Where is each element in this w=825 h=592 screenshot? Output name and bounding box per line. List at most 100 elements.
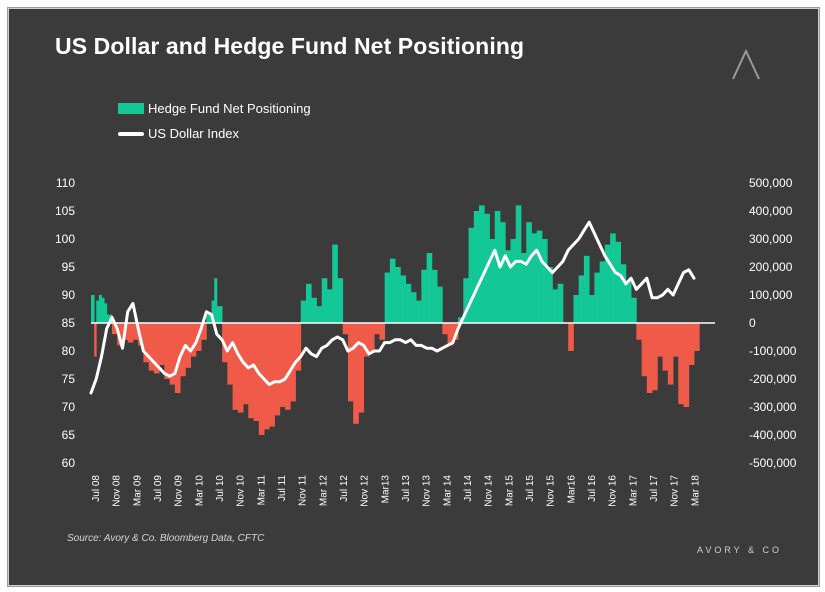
x-tick-label: Nov 14 <box>484 475 495 507</box>
x-tick-label: Mar 17 <box>628 475 639 507</box>
x-tick-label: Jul 13 <box>401 475 412 502</box>
positioning-bar <box>295 323 302 371</box>
positioning-bar <box>405 283 412 323</box>
positioning-bar <box>104 303 108 323</box>
positioning-bar <box>641 323 648 377</box>
positioning-bar <box>515 205 522 323</box>
positioning-bar <box>111 323 118 335</box>
x-tick-label: Mar 12 <box>318 475 329 507</box>
legend-label-positioning: Hedge Fund Net Positioning <box>148 101 311 116</box>
avory-a-logo-icon <box>732 48 760 80</box>
positioning-bar <box>94 323 97 357</box>
positioning-bar <box>132 323 139 340</box>
positioning-bar <box>468 227 475 323</box>
y-left-tick-label: 100 <box>55 232 75 246</box>
positioning-bar <box>148 323 155 371</box>
x-tick-label: Mar13 <box>380 475 391 504</box>
positioning-bar <box>353 323 359 424</box>
positioning-bar <box>153 323 160 374</box>
positioning-bar <box>500 222 506 323</box>
positioning-bar <box>274 323 281 416</box>
positioning-bar <box>232 323 239 410</box>
positioning-bar <box>106 314 113 323</box>
positioning-bar <box>536 230 543 323</box>
dollar-index-line <box>89 220 696 395</box>
y-left-tick-label: 60 <box>62 456 76 470</box>
positioning-bar <box>384 272 391 323</box>
x-tick-label: Jul 09 <box>153 475 164 502</box>
positioning-bar <box>410 292 417 323</box>
x-tick-label: Jul 17 <box>649 475 660 502</box>
positioning-bar <box>143 323 150 363</box>
positioning-bar <box>290 323 296 402</box>
brand-wordmark: AVORY & CO <box>697 545 783 555</box>
y-left-tick-label: 105 <box>55 204 75 218</box>
positioning-bar <box>264 323 270 430</box>
positioning-bar <box>326 289 333 323</box>
positioning-bar <box>321 278 328 323</box>
positioning-bar <box>237 323 244 413</box>
positioning-bar <box>358 323 365 413</box>
positioning-bar <box>599 261 606 323</box>
positioning-bar <box>678 323 684 405</box>
positioning-bar <box>332 244 338 323</box>
positioning-bar <box>174 323 181 393</box>
x-tick-label: Nov 17 <box>670 475 681 507</box>
positioning-bar <box>216 306 223 323</box>
positioning-bar <box>636 323 642 340</box>
positioning-bar <box>363 323 370 357</box>
positioning-bar <box>437 286 443 323</box>
positioning-bar <box>258 323 265 435</box>
positioning-bar <box>662 323 669 371</box>
positioning-bar <box>285 323 291 410</box>
positioning-bar <box>305 283 312 323</box>
positioning-bar <box>610 233 616 323</box>
positioning-bar <box>494 211 501 323</box>
y-right-tick-label: -500,000 <box>749 456 797 470</box>
positioning-bar <box>374 323 380 335</box>
y-left-tick-label: 110 <box>56 176 75 190</box>
legend-label-dollar: US Dollar Index <box>148 126 240 141</box>
source-note: Source: Avory & Co. Bloomberg Data, CFTC <box>67 533 265 544</box>
positioning-bar <box>347 323 354 402</box>
x-tick-label: Jul 15 <box>525 475 536 502</box>
positioning-bar <box>615 241 622 323</box>
y-left-tick-label: 70 <box>62 400 76 414</box>
positioning-bar <box>625 281 632 323</box>
positioning-bar <box>190 323 197 357</box>
positioning-bar <box>557 283 564 323</box>
y-right-tick-label: 500,000 <box>749 176 793 190</box>
y-left-tick-label: 80 <box>62 344 76 358</box>
y-right-tick-label: 200,000 <box>749 260 793 274</box>
positioning-bar <box>368 323 375 351</box>
positioning-bar <box>426 253 433 323</box>
positioning-bar <box>164 323 171 379</box>
positioning-bar <box>473 211 480 323</box>
chart-title: US Dollar and Hedge Fund Net Positioning <box>55 33 525 59</box>
x-tick-label: Mar 15 <box>504 475 515 507</box>
positioning-bar <box>442 323 448 335</box>
positioning-bar <box>431 269 438 323</box>
positioning-bar <box>269 323 275 427</box>
positioning-bar <box>505 250 511 323</box>
x-tick-label: Nov 16 <box>608 475 619 507</box>
x-tick-label: Nov 08 <box>112 475 123 507</box>
positioning-bar <box>279 323 286 407</box>
positioning-bar <box>589 295 595 323</box>
positioning-bar <box>159 323 165 365</box>
chart-plot: 110 105 100 95 90 85 80 75 70 65 60 500,000 400,000 3… <box>55 176 797 507</box>
y-right-tick-label: -400,000 <box>749 428 797 442</box>
x-tick-label: Jul 10 <box>215 475 226 502</box>
y-left-tick-label: 65 <box>62 428 76 442</box>
y-right-tick-label: 400,000 <box>749 204 793 218</box>
positioning-bar <box>447 323 454 346</box>
positioning-bar <box>631 297 637 323</box>
positioning-bar <box>541 239 548 323</box>
x-tick-label: Jul 14 <box>463 475 474 502</box>
positioning-bar <box>694 323 700 351</box>
positioning-bar <box>573 295 580 323</box>
positioning-bar <box>673 323 679 357</box>
x-tick-label: Nov 13 <box>422 475 433 507</box>
positioning-bar <box>300 300 307 323</box>
positioning-bar <box>311 297 317 323</box>
